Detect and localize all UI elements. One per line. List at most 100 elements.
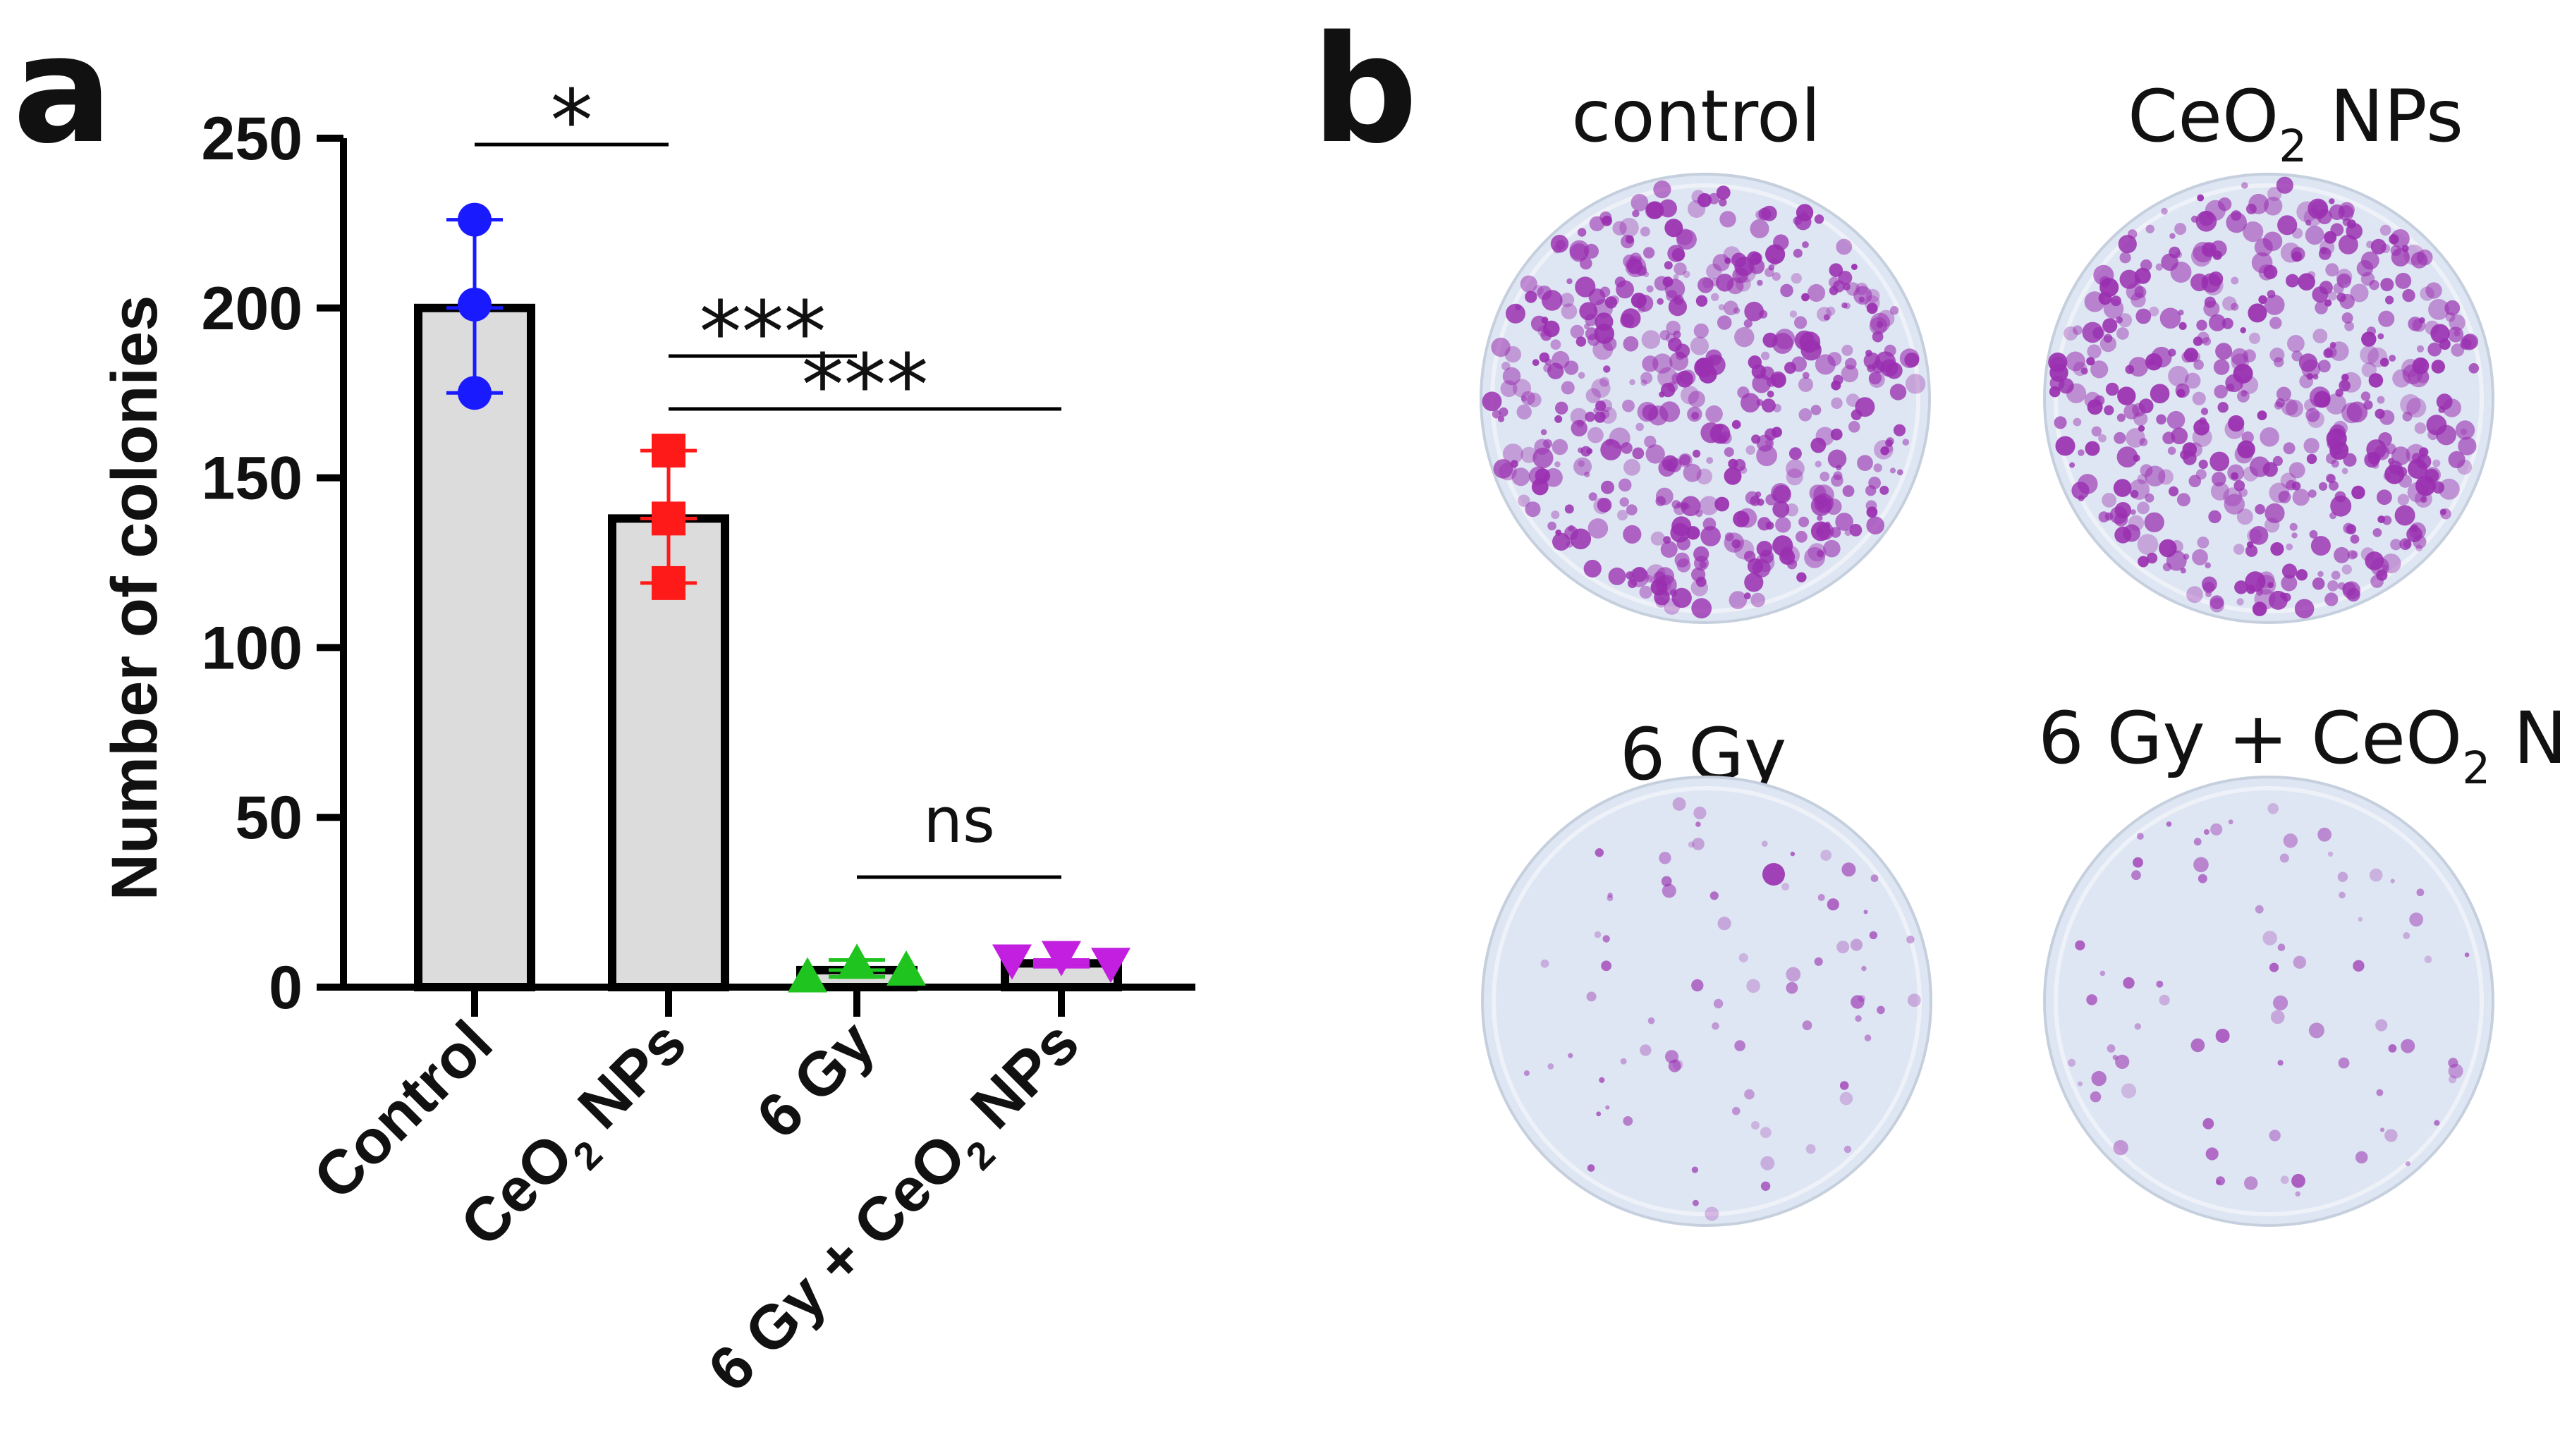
colony: [1609, 427, 1631, 449]
colony: [1831, 397, 1843, 409]
colony: [2336, 273, 2352, 288]
colony: [1874, 440, 1894, 460]
colony: [2128, 479, 2150, 500]
colony: [1595, 312, 1614, 331]
colony: [1780, 283, 1793, 298]
colony: [1525, 290, 1537, 303]
colony: [2166, 821, 2172, 827]
colony: [2138, 556, 2150, 568]
colony: [2086, 357, 2095, 366]
colony: [2379, 357, 2389, 367]
colony: [1700, 526, 1721, 546]
colony: [2411, 453, 2422, 463]
colony: [2198, 459, 2208, 470]
colony: [1896, 469, 1903, 476]
colony: [1879, 485, 1889, 495]
colony: [2306, 373, 2314, 380]
colony: [1570, 408, 1587, 425]
colony: [2114, 432, 2126, 444]
colony: [1605, 439, 1613, 446]
colony: [1640, 379, 1647, 386]
colony: [1659, 330, 1670, 341]
colony: [2353, 960, 2365, 972]
colony: [1865, 500, 1877, 512]
colony: [1739, 466, 1748, 474]
colony: [2408, 459, 2427, 479]
colony: [1540, 429, 1547, 436]
y-axis-title: Number of colonies: [99, 295, 171, 901]
colony: [2073, 417, 2082, 427]
colony: [2215, 343, 2233, 360]
colony: [1724, 532, 1734, 542]
colony: [1535, 468, 1551, 484]
colony: [2258, 264, 2275, 281]
plate-0: [1480, 173, 1931, 624]
colony: [1585, 411, 1596, 422]
colony: [2341, 564, 2352, 575]
colony: [2116, 446, 2138, 467]
colony: [2200, 408, 2209, 415]
colony: [2267, 803, 2279, 814]
colony: [2145, 353, 2163, 371]
colony: [2377, 515, 2386, 523]
colony: [2099, 970, 2106, 977]
colony: [1625, 256, 1647, 278]
colony: [2156, 980, 2164, 988]
colony: [1886, 437, 1894, 446]
colony: [2298, 273, 2315, 291]
colony: [1728, 458, 1738, 469]
colony: [2203, 829, 2209, 835]
colony: [1596, 1111, 1602, 1117]
colony: [1761, 840, 1768, 848]
colony: [2139, 438, 2148, 446]
colony: [1841, 365, 1859, 383]
colony: [2113, 1139, 2128, 1156]
colony: [2126, 428, 2145, 448]
colony: [1757, 517, 1772, 531]
colony: [2078, 449, 2085, 456]
colony: [1501, 362, 1511, 371]
colony: [1643, 247, 1655, 259]
colony: [2385, 295, 2394, 305]
colony: [1520, 391, 1535, 405]
colony: [2325, 393, 2347, 415]
colony: [1632, 566, 1647, 582]
colony: [2212, 472, 2226, 487]
colony: [2237, 390, 2250, 403]
data-point-1-2: [652, 565, 685, 600]
colony: [2113, 479, 2132, 497]
colony: [1850, 938, 1863, 951]
colony: [1907, 993, 1921, 1008]
plate-dish-3: [2043, 776, 2494, 1227]
data-point-0-0: [458, 202, 492, 237]
colony: [1512, 379, 1532, 398]
colony: [2214, 384, 2228, 399]
colony: [1717, 315, 1732, 330]
colony: [1794, 316, 1808, 329]
colony: [1705, 1206, 1719, 1221]
colony: [1760, 1181, 1771, 1192]
colony: [2204, 296, 2216, 308]
colony: [1868, 372, 1882, 385]
colony: [2391, 247, 2410, 267]
colony: [1586, 448, 1593, 455]
colony: [1672, 1059, 1683, 1070]
colony: [1586, 991, 1597, 1002]
colony: [1697, 277, 1714, 293]
colony: [2091, 426, 2102, 436]
colony: [1619, 218, 1639, 238]
colony: [1731, 539, 1741, 549]
colony: [2291, 1173, 2305, 1188]
colony: [2338, 234, 2358, 255]
colony: [2078, 495, 2085, 502]
colony: [2190, 1038, 2205, 1053]
colony: [2264, 294, 2285, 315]
colony: [2169, 233, 2176, 239]
colony: [1527, 392, 1542, 408]
colony: [1676, 558, 1691, 573]
colony: [1732, 1106, 1741, 1115]
colony: [1764, 267, 1774, 277]
colony: [2339, 379, 2351, 392]
